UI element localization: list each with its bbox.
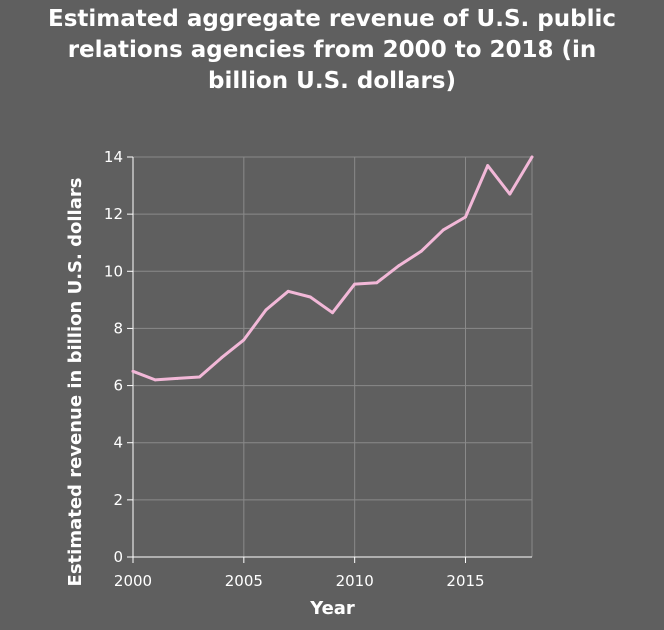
data-point <box>131 369 135 373</box>
data-point <box>264 308 268 312</box>
data-point <box>441 228 445 232</box>
data-point <box>464 215 467 219</box>
y-tick-label: 12 <box>104 205 123 223</box>
x-axis-label: Year <box>309 598 355 619</box>
y-tick-label: 6 <box>113 377 123 395</box>
axes: 0 2 4 6 8 10 12 14 2000 2005 2010 2015 <box>104 148 532 590</box>
series-layer <box>131 155 534 382</box>
data-point <box>419 249 423 253</box>
data-point <box>198 375 201 379</box>
data-point <box>175 377 179 380</box>
x-tick-label: 2015 <box>446 572 484 590</box>
y-tick-label: 0 <box>113 548 123 566</box>
data-point <box>508 192 512 196</box>
data-point <box>286 289 290 293</box>
y-tick-label: 10 <box>104 262 123 280</box>
data-point <box>308 295 312 299</box>
data-point <box>530 155 534 159</box>
data-point <box>242 338 246 342</box>
grid <box>132 156 533 558</box>
x-tick-label: 2000 <box>114 572 152 590</box>
data-point <box>331 311 334 315</box>
series-line <box>131 155 534 382</box>
y-tick-label: 8 <box>113 319 123 337</box>
y-tick-label: 14 <box>104 148 123 166</box>
data-point <box>353 282 357 286</box>
data-point <box>220 356 224 359</box>
y-tick-label: 4 <box>113 434 123 452</box>
chart-title: Estimated aggregate revenue of U.S. publ… <box>48 6 616 94</box>
y-axis-label: Estimated revenue in billion U.S. dollar… <box>65 178 86 587</box>
data-point <box>397 264 401 267</box>
x-tick-label: 2005 <box>225 572 263 590</box>
data-point <box>486 164 490 167</box>
data-point <box>153 378 157 382</box>
x-tick-label: 2010 <box>336 572 374 590</box>
data-point <box>375 281 379 285</box>
y-tick-label: 2 <box>113 491 123 509</box>
